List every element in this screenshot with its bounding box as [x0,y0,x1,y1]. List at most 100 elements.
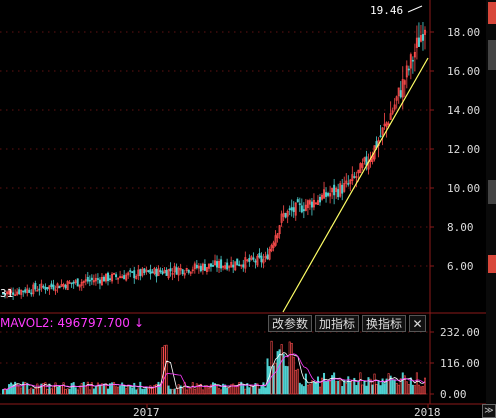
candle-body [60,284,63,287]
volume-bar [337,380,340,395]
volume-bar [375,384,378,395]
candle-body [58,285,61,289]
volume-bar [399,378,402,395]
candle-body [226,262,229,270]
volume-bar [28,389,31,395]
candle-body [300,205,303,213]
candle-body [205,267,208,272]
candle-body [96,278,99,280]
volume-bar [294,369,297,395]
volume-bar [100,383,103,395]
candle-body [44,287,47,290]
candle-body [381,127,384,135]
candle-body [403,80,406,85]
candle-body [393,104,396,110]
volume-bar [153,384,156,395]
down-arrow-icon: ↓ [133,316,145,330]
volume-bar [413,385,416,395]
candle-body [203,263,206,271]
candle-body [349,179,352,184]
volume-bar [306,384,309,395]
candle-body [308,200,311,205]
candle-body [234,261,237,271]
candle-body [417,37,420,47]
side-tab-2[interactable] [488,40,496,70]
trend-line[interactable] [282,57,429,313]
volume-bar [318,386,322,395]
candle-body [104,273,107,282]
candle-body [353,176,356,178]
candle-body [48,285,51,290]
candle-body [401,79,404,98]
side-panel-strip [486,0,496,418]
volume-tick-label: 0.00 [440,388,467,401]
volume-bar [258,388,261,395]
candle-body [306,200,309,208]
volume-bar [377,380,380,395]
add-indicator-button[interactable]: 加指标 [315,315,360,332]
volume-bar [423,377,426,395]
change-params-button[interactable]: 改参数 [268,315,313,332]
candle-body [302,209,305,212]
candle-body [240,264,243,267]
volume-bar [284,365,287,395]
candle-body [276,233,279,239]
candle-body [252,257,255,260]
side-tab-4[interactable] [488,255,496,273]
volume-bar [199,383,202,395]
candle-body [167,269,170,279]
candle-body [325,192,328,197]
candle-body [294,202,297,216]
candle-body [389,113,392,120]
candle-body [123,275,126,280]
candle-body [266,254,269,260]
scroll-right-button[interactable]: ≫ [482,404,496,418]
swap-indicator-button[interactable]: 换指标 [362,315,407,332]
candle-body [254,260,257,263]
volume-bar [42,383,45,395]
candle-body [38,288,41,291]
side-tab-1[interactable] [488,2,496,24]
candle-body [284,213,287,218]
volume-bar [109,383,112,395]
candle-body [12,292,15,295]
candle-body [359,163,362,174]
candle-body [169,268,172,272]
candle-body [30,292,33,295]
side-tab-3[interactable] [488,180,496,204]
volume-bar [92,388,95,395]
candle-body [149,269,152,275]
candle-body [8,290,11,295]
candle-body [399,90,402,98]
candle-body [181,269,184,275]
volume-bar [304,373,307,395]
volume-bar [16,383,19,395]
volume-bar [14,381,17,395]
candle-body [165,269,168,276]
volume-bar [113,382,116,395]
volume-bar [60,385,63,395]
candle-body [163,269,166,274]
volume-bar [224,384,227,395]
volume-bar [76,389,79,395]
volume-bar [147,388,150,395]
candle-body [314,202,317,205]
close-indicator-button[interactable]: ✕ [409,315,426,332]
candle-body [397,87,400,96]
volume-bar [264,387,267,395]
candle-body [333,184,336,196]
volume-bar [397,384,400,395]
candle-body [199,265,202,272]
volume-bar [40,383,43,395]
candle-body [74,280,77,283]
volume-bar [185,389,188,395]
candle-body [143,268,146,274]
volume-bar [228,387,231,395]
candle-body [222,265,225,268]
volume-bar [34,388,37,395]
volume-bar [411,384,414,395]
candle-body [209,263,212,267]
candle-body [272,242,275,248]
volume-bar [302,386,305,395]
